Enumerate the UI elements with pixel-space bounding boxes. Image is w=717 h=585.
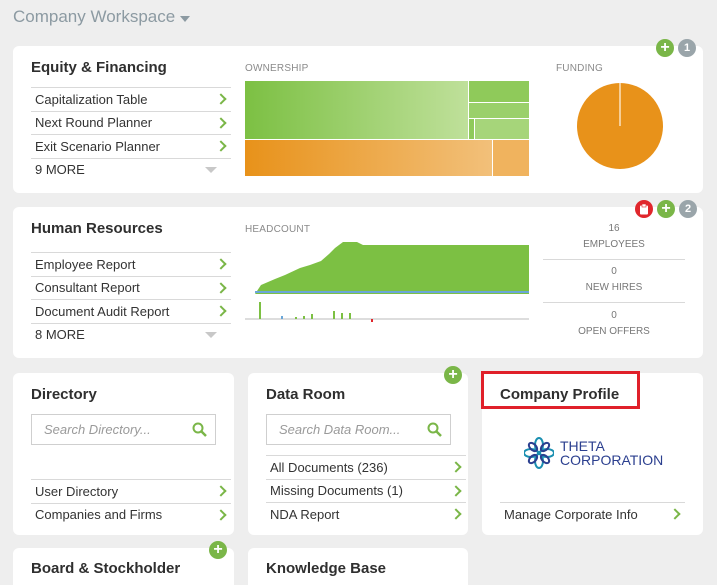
directory-title: Directory — [31, 386, 97, 403]
hr-links: Employee Report Consultant Report Docume… — [31, 252, 231, 346]
link-exit-scenario-planner[interactable]: Exit Scenario Planner — [31, 134, 231, 158]
stat-new-hires: 0 NEW HIRES — [585, 266, 643, 293]
profile-card: Company Profile THETA CORPORATION Manage… — [482, 373, 703, 535]
divider — [543, 302, 685, 303]
link-user-directory[interactable]: User Directory — [31, 479, 231, 503]
equity-links: Capitalization Table Next Round Planner … — [31, 87, 231, 181]
activity-bar — [333, 311, 335, 319]
treemap-cell — [245, 140, 492, 176]
stat-employees: 16 EMPLOYEES — [583, 223, 645, 250]
activity-bar — [311, 314, 313, 319]
add-button[interactable]: + — [657, 200, 675, 218]
chevron-right-icon — [215, 117, 227, 129]
funding-pie-chart[interactable] — [576, 81, 666, 171]
profile-links: Manage Corporate Info — [500, 502, 685, 526]
add-button[interactable]: + — [444, 366, 462, 384]
ownership-treemap[interactable] — [245, 81, 529, 176]
equity-more-toggle[interactable]: 9 MORE — [31, 157, 231, 182]
chevron-right-icon — [450, 461, 462, 473]
activity-bar — [259, 302, 261, 319]
chevron-right-icon — [215, 258, 227, 270]
logo-text-line1: THETA — [560, 438, 605, 454]
treemap-cell — [469, 119, 474, 139]
search-icon[interactable] — [427, 422, 442, 437]
funding-label: FUNDING — [556, 63, 603, 74]
stat-open-offers: 0 OPEN OFFERS — [578, 310, 650, 337]
activity-bar — [295, 317, 297, 319]
ownership-label: OWNERSHIP — [245, 63, 309, 74]
clipboard-icon[interactable] — [635, 200, 653, 218]
link-all-documents[interactable]: All Documents (236) — [266, 455, 466, 479]
chevron-right-icon — [450, 485, 462, 497]
treemap-cell — [469, 81, 529, 102]
headcount-area — [255, 242, 529, 294]
headcount-chart[interactable] — [245, 239, 529, 324]
chevron-right-icon — [215, 305, 227, 317]
link-companies-and-firms[interactable]: Companies and Firms — [31, 502, 231, 527]
add-button[interactable]: + — [209, 541, 227, 559]
treemap-cell — [493, 140, 529, 176]
chevron-right-icon — [450, 508, 462, 520]
dataroom-title: Data Room — [266, 386, 346, 403]
link-next-round-planner[interactable]: Next Round Planner — [31, 110, 231, 135]
link-manage-corporate-info[interactable]: Manage Corporate Info — [500, 502, 685, 526]
chevron-right-icon — [215, 93, 227, 105]
search-icon[interactable] — [192, 422, 207, 437]
directory-search-input[interactable] — [44, 422, 184, 437]
link-document-audit-report[interactable]: Document Audit Report — [31, 299, 231, 323]
company-logo: THETA CORPORATION — [524, 436, 663, 470]
link-capitalization-table[interactable]: Capitalization Table — [31, 87, 231, 111]
link-missing-documents[interactable]: Missing Documents (1) — [266, 478, 466, 503]
link-consultant-report[interactable]: Consultant Report — [31, 275, 231, 300]
profile-title: Company Profile — [500, 386, 620, 403]
workspace-title: Company Workspace — [13, 7, 176, 26]
link-nda-report[interactable]: NDA Report — [266, 502, 466, 526]
dataroom-search-box — [266, 414, 451, 445]
add-button[interactable]: + — [656, 39, 674, 57]
activity-bar — [341, 313, 343, 319]
activity-bar — [349, 313, 351, 319]
chevron-down-icon — [205, 166, 217, 173]
treemap-cell — [475, 119, 529, 139]
equity-card: Equity & Financing Capitalization Table … — [13, 39, 703, 193]
board-title: Board & Stockholder — [31, 560, 181, 577]
directory-card: Directory User Directory Companies and F… — [13, 373, 234, 535]
chevron-right-icon — [215, 140, 227, 152]
divider — [543, 259, 685, 260]
activity-bar — [303, 316, 305, 319]
flower-logo-icon — [524, 437, 554, 469]
count-badge: 2 — [679, 200, 697, 218]
activity-bar — [281, 316, 283, 319]
directory-links: User Directory Companies and Firms — [31, 479, 231, 526]
hr-title: Human Resources — [31, 220, 163, 237]
knowledge-title: Knowledge Base — [266, 560, 387, 577]
link-employee-report[interactable]: Employee Report — [31, 252, 231, 276]
count-badge: 1 — [678, 39, 696, 57]
chevron-right-icon — [215, 485, 227, 497]
activity-bar — [371, 319, 373, 322]
dataroom-card: Data Room All Documents (236) Missing Do… — [248, 366, 468, 535]
chevron-right-icon — [669, 508, 681, 520]
caret-down-icon — [180, 15, 191, 22]
headcount-label: HEADCOUNT — [245, 224, 311, 235]
chevron-right-icon — [215, 282, 227, 294]
dataroom-search-input[interactable] — [279, 422, 419, 437]
logo-text-line2: CORPORATION — [560, 452, 664, 468]
treemap-cell — [245, 81, 468, 139]
board-card: Board & Stockholder + — [13, 541, 234, 585]
chevron-down-icon — [205, 331, 217, 338]
hr-more-toggle[interactable]: 8 MORE — [31, 322, 231, 347]
treemap-cell — [469, 103, 529, 118]
equity-title: Equity & Financing — [31, 59, 167, 76]
knowledge-card: Knowledge Base — [248, 548, 468, 585]
selection-highlight — [481, 371, 640, 409]
workspace-dropdown[interactable]: Company Workspace — [13, 7, 191, 27]
hr-card: Human Resources Employee Report Consulta… — [13, 200, 703, 358]
chevron-right-icon — [215, 509, 227, 521]
dataroom-links: All Documents (236) Missing Documents (1… — [266, 455, 466, 526]
directory-search-box — [31, 414, 216, 445]
